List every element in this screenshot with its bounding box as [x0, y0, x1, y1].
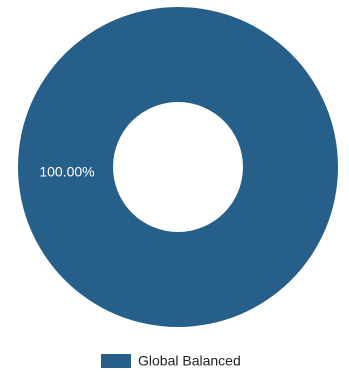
pie-slice-global-balanced: [18, 7, 338, 327]
slice-label-global-balanced: 100.00%: [39, 164, 94, 180]
legend-swatch-global-balanced: [101, 354, 131, 368]
pie-slices: [18, 7, 338, 327]
legend: Global Balanced: [101, 353, 241, 369]
legend-label-global-balanced: Global Balanced: [138, 353, 241, 369]
